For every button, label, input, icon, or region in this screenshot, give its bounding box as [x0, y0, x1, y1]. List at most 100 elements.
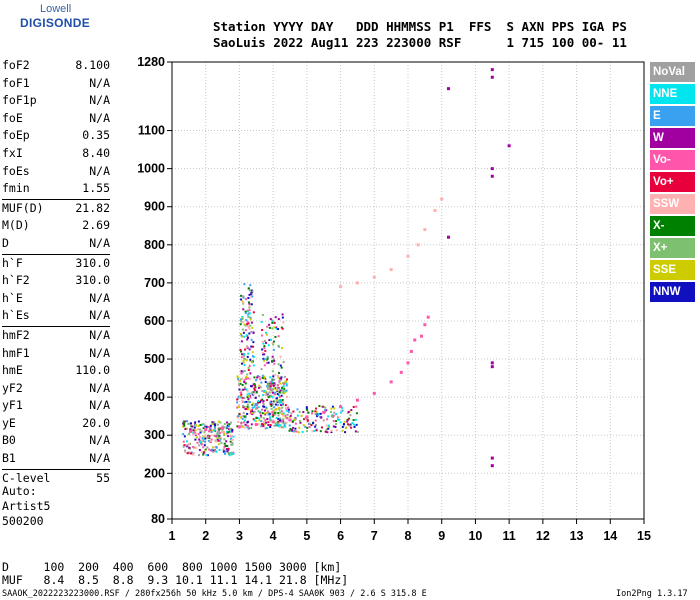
- param-name: foEp: [2, 128, 30, 143]
- echo-pixel: [274, 373, 277, 376]
- echo-pixel: [251, 391, 254, 394]
- echo-pixel: [236, 416, 239, 419]
- echo-pixel: [239, 379, 242, 382]
- echo-pixel: [241, 321, 244, 324]
- echo-pixel: [245, 359, 248, 362]
- echo-pixel: [228, 424, 231, 427]
- echo-pixel: [281, 410, 284, 413]
- echo-pixel: [244, 312, 247, 315]
- echo-pixel: [249, 316, 252, 319]
- echo-pixel: [284, 414, 287, 417]
- param-name: h`E: [2, 290, 23, 305]
- echo-pixel: [356, 430, 359, 433]
- echo-pixel: [277, 411, 280, 414]
- trace-point: [406, 361, 410, 365]
- echo-pixel: [243, 379, 246, 382]
- echo-pixel: [204, 434, 207, 437]
- echo-pixel: [237, 378, 240, 381]
- echo-pixel: [189, 452, 192, 455]
- echo-pixel: [278, 400, 281, 403]
- echo-pixel: [272, 413, 275, 416]
- echo-pixel: [199, 431, 202, 434]
- trace-point: [355, 398, 359, 402]
- echo-pixel: [190, 428, 193, 431]
- x-tick-label: 9: [438, 529, 445, 543]
- echo-pixel: [271, 415, 274, 418]
- echo-pixel: [230, 453, 233, 456]
- param-row: yF1 N/A: [2, 397, 110, 415]
- echo-pixel: [260, 416, 263, 419]
- echo-pixel: [281, 401, 284, 404]
- echo-pixel: [209, 427, 212, 430]
- echo-pixel: [271, 370, 274, 373]
- echo-pixel: [282, 401, 285, 404]
- echo-pixel: [272, 403, 275, 406]
- param-separator: [2, 468, 110, 470]
- echo-pixel: [245, 319, 248, 322]
- echo-pixel: [252, 364, 255, 367]
- param-value: N/A: [89, 235, 110, 250]
- echo-pixel: [279, 378, 282, 381]
- echo-pixel: [241, 404, 244, 407]
- echo-pixel: [221, 425, 224, 428]
- param-name: C-level: [2, 470, 51, 485]
- echo-pixel: [268, 339, 271, 342]
- echo-pixel: [270, 400, 273, 403]
- param-value: N/A: [89, 110, 110, 125]
- echo-pixel: [273, 411, 276, 414]
- polarization-legend: NoVal NNE E W Vo- Vo+ SSW X- X+ SSE NNW: [650, 62, 695, 304]
- echo-pixel: [269, 425, 272, 428]
- echo-pixel: [246, 373, 249, 376]
- echo-pixel: [250, 410, 253, 413]
- echo-pixel: [272, 414, 275, 417]
- echo-pixel: [239, 416, 242, 419]
- echo-pixel: [266, 411, 269, 414]
- echo-pixel: [279, 364, 282, 367]
- echo-pixel: [207, 435, 210, 438]
- param-row: fmin 1.55: [2, 180, 110, 198]
- echo-pixel: [223, 438, 226, 441]
- echo-pixel: [225, 440, 228, 443]
- echo-pixel: [315, 410, 318, 413]
- echo-pixel: [268, 391, 271, 394]
- y-tick-label: 400: [144, 390, 165, 404]
- echo-pixel: [246, 320, 249, 323]
- echo-pixel: [184, 451, 187, 454]
- echo-pixel: [254, 386, 257, 389]
- echo-pixel: [277, 363, 280, 366]
- echo-pixel: [240, 377, 243, 380]
- echo-pixel: [267, 421, 270, 424]
- echo-pixel: [299, 420, 302, 423]
- echo-pixel: [244, 423, 247, 426]
- legend-item-x: X-: [650, 216, 695, 236]
- echo-pixel: [251, 410, 254, 413]
- echo-pixel: [239, 348, 242, 351]
- echo-pixel: [267, 383, 270, 386]
- echo-pixel: [314, 419, 317, 422]
- echo-pixel: [238, 388, 241, 391]
- echo-pixel: [271, 381, 274, 384]
- echo-pixel: [251, 361, 254, 364]
- trace-point: [288, 418, 292, 422]
- echo-pixel: [203, 452, 206, 455]
- echo-pixel: [214, 440, 217, 443]
- echo-pixel: [277, 407, 280, 410]
- echo-pixel: [251, 385, 254, 388]
- echo-pixel: [304, 425, 307, 428]
- echo-pixel: [243, 419, 246, 422]
- echo-pixel: [264, 393, 267, 396]
- echo-pixel: [262, 394, 265, 397]
- echo-pixel: [348, 424, 351, 427]
- echo-pixel: [202, 423, 205, 426]
- echo-pixel: [338, 418, 341, 421]
- echo-pixel: [275, 326, 278, 329]
- echo-pixel: [355, 405, 358, 408]
- echo-pixel: [223, 433, 226, 436]
- echo-pixel: [257, 401, 260, 404]
- trace-point: [423, 228, 427, 232]
- echo-pixel: [324, 430, 327, 433]
- param-row: foEs N/A: [2, 163, 110, 181]
- echo-pixel: [286, 413, 289, 416]
- echo-pixel: [241, 399, 244, 402]
- echo-pixel: [250, 412, 253, 415]
